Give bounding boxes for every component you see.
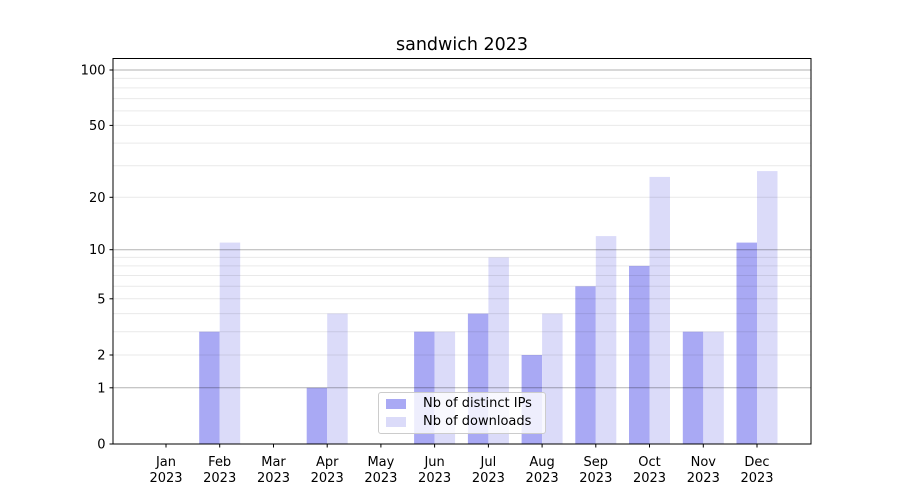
x-tick-label-jan: Jan 2023 xyxy=(149,455,182,486)
bar-feb-downloads xyxy=(219,242,241,444)
y-tick-label-20: 20 xyxy=(89,191,106,206)
bar-feb-distinct-ips xyxy=(199,331,220,444)
legend-swatch-distinct-ips xyxy=(386,399,406,409)
gridlines-minor xyxy=(113,77,811,356)
bar-dec-distinct-ips xyxy=(736,242,757,444)
x-tick-label-sep: Sep 2023 xyxy=(579,455,612,486)
bar-series-downloads xyxy=(219,171,778,444)
bar-oct-downloads xyxy=(649,176,670,444)
x-tick-label-aug: Aug 2023 xyxy=(526,455,559,486)
y-tick-label-10: 10 xyxy=(89,243,106,258)
bar-aug-downloads xyxy=(542,313,563,444)
y-tick-label-100: 100 xyxy=(81,64,106,79)
x-tick-label-apr: Apr 2023 xyxy=(311,455,344,486)
x-tick-label-jun: Jun 2023 xyxy=(418,455,451,486)
x-tick-label-mar: Mar 2023 xyxy=(257,455,290,486)
bar-apr-distinct-ips xyxy=(306,387,328,444)
x-tick-label-nov: Nov 2023 xyxy=(687,455,720,486)
bar-nov-downloads xyxy=(703,331,724,444)
y-tick-label-0: 0 xyxy=(97,438,105,453)
bar-apr-downloads xyxy=(327,313,348,444)
legend-item-distinct-ips: Nb of distinct IPs xyxy=(386,395,537,413)
legend-label-distinct-ips: Nb of distinct IPs xyxy=(423,396,532,411)
x-tick-label-oct: Oct 2023 xyxy=(633,455,666,486)
x-tick-label-dec: Dec 2023 xyxy=(740,455,773,486)
x-axis: Jan 2023 Feb 2023 Mar 2023 Apr 2023 May 2023 Jun 20… xyxy=(149,444,774,486)
bar-sep-downloads xyxy=(595,236,617,444)
x-tick-label-jul: Jul 2023 xyxy=(472,455,505,486)
y-axis: 0 1 2 5 10 20 50 100 xyxy=(81,64,113,453)
y-tick-label-50: 50 xyxy=(89,119,106,134)
plot-border xyxy=(112,58,812,445)
x-tick-label-may: May 2023 xyxy=(364,455,397,486)
y-tick-label-2: 2 xyxy=(97,349,105,364)
legend-item-downloads: Nb of downloads xyxy=(386,413,537,431)
bar-sep-distinct-ips xyxy=(575,286,596,444)
y-tick-label-1: 1 xyxy=(97,381,105,396)
legend-label-downloads: Nb of downloads xyxy=(423,414,532,429)
x-tick-label-feb: Feb 2023 xyxy=(203,455,236,486)
bar-nov-distinct-ips xyxy=(682,331,704,444)
bar-oct-distinct-ips xyxy=(629,265,650,444)
chart-title: sandwich 2023 xyxy=(395,35,529,55)
legend-swatch-downloads xyxy=(386,417,406,427)
bar-dec-downloads xyxy=(757,171,778,444)
legend: Nb of distinct IPs Nb of downloads xyxy=(378,392,546,434)
y-tick-label-5: 5 xyxy=(97,292,105,307)
gridlines-major xyxy=(113,69,811,389)
